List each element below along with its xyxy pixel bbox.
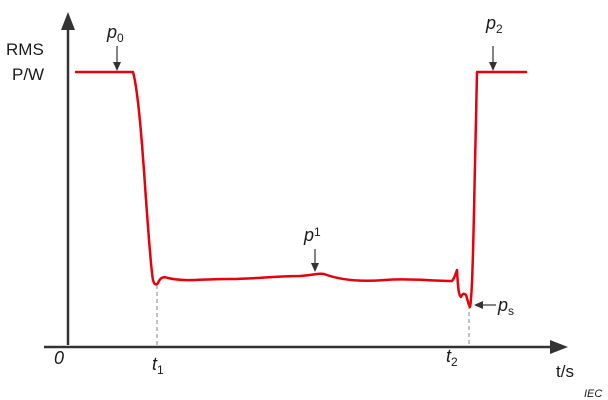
origin-label: 0 <box>54 348 64 368</box>
y-axis-arrowhead <box>61 12 75 30</box>
x-axis-label: t/s <box>556 362 574 381</box>
p0-label: p0 <box>106 22 124 45</box>
p1-arrowhead <box>311 263 319 272</box>
y-axis-label-line1: RMS <box>6 40 44 59</box>
p1-label: p1 <box>303 225 321 245</box>
t2-label: t2 <box>446 346 458 369</box>
p0-arrowhead <box>113 62 121 71</box>
p2-arrowhead <box>489 62 497 71</box>
y-axis-label-line2: P/W <box>12 65 44 84</box>
t1-label: t1 <box>152 354 164 377</box>
power-curve <box>74 70 528 309</box>
x-axis-arrowhead <box>550 340 568 354</box>
ps-arrowhead <box>474 301 483 309</box>
iec-credit: IEC <box>584 388 602 400</box>
p2-label: p2 <box>485 13 503 36</box>
ps-label: ps <box>497 295 514 318</box>
